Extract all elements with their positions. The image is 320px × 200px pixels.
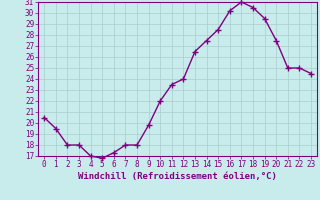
X-axis label: Windchill (Refroidissement éolien,°C): Windchill (Refroidissement éolien,°C) <box>78 172 277 181</box>
